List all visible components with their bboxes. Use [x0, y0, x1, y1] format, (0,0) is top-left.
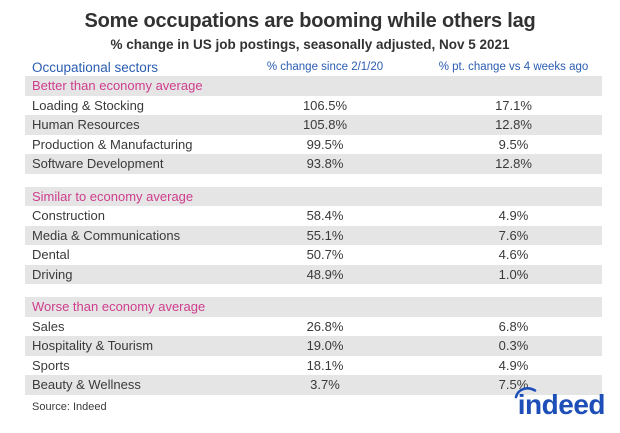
pt-change-cell: 4.6%: [498, 247, 529, 263]
occupations-table: Occupational sectors % change since 2/1/…: [25, 58, 602, 395]
table-row: Production & Manufacturing 99.5% 9.5%: [25, 135, 602, 155]
table-row: Driving 48.9% 1.0%: [25, 264, 602, 284]
section-gap: [25, 284, 602, 297]
table-row: Hospitality & Tourism 19.0% 0.3%: [25, 336, 602, 356]
table-row: Sports 18.1% 4.9%: [25, 356, 602, 376]
indeed-logo: indeed: [514, 387, 606, 420]
change-since-cell: 48.9%: [306, 266, 344, 282]
page-title: Some occupations are booming while other…: [84, 10, 536, 32]
change-since-cell: 106.5%: [302, 97, 348, 113]
table-row: Dental 50.7% 4.6%: [25, 245, 602, 265]
table-row: Sales 26.8% 6.8%: [25, 317, 602, 337]
sector-cell: Sports: [32, 357, 70, 373]
indeed-arc-icon: [514, 387, 537, 399]
sector-cell: Media & Communications: [32, 227, 181, 243]
section-header: Better than economy average: [25, 76, 602, 96]
sector-cell: Dental: [32, 247, 70, 263]
change-since-cell: 105.8%: [302, 117, 348, 133]
column-header-sectors: Occupational sectors: [32, 59, 159, 75]
section-header-label: Better than economy average: [32, 78, 203, 94]
table-row: Software Development 93.8% 12.8%: [25, 154, 602, 174]
pt-change-cell: 1.0%: [498, 266, 529, 282]
pt-change-cell: 7.5%: [498, 377, 529, 393]
section-header: Similar to economy average: [25, 186, 602, 206]
section-header: Worse than economy average: [25, 297, 602, 317]
sector-cell: Human Resources: [32, 117, 140, 133]
change-since-cell: 58.4%: [306, 208, 344, 224]
change-since-cell: 50.7%: [306, 247, 344, 263]
source-note: Source: Indeed: [32, 401, 107, 413]
pt-change-cell: 12.8%: [495, 117, 532, 133]
pt-change-cell: 6.8%: [498, 318, 529, 334]
table-row: Construction 58.4% 4.9%: [25, 206, 602, 226]
sector-cell: Software Development: [32, 156, 164, 172]
section-gap: [25, 173, 602, 187]
page-subtitle: % change in US job postings, seasonally …: [110, 37, 510, 52]
table-row: Beauty & Wellness 3.7% 7.5%: [25, 375, 602, 395]
table-body: Better than economy average Loading & Sto…: [25, 76, 602, 395]
sector-cell: Loading & Stocking: [32, 97, 145, 113]
section-header-label: Worse than economy average: [32, 299, 206, 315]
column-header-row: Occupational sectors % change since 2/1/…: [25, 58, 602, 76]
indeed-logo-text: indeed: [517, 389, 606, 420]
pt-change-cell: 17.1%: [495, 97, 532, 113]
sector-cell: Driving: [32, 266, 73, 282]
change-since-cell: 55.1%: [306, 227, 344, 243]
section-header-label: Similar to economy average: [32, 188, 194, 204]
change-since-cell: 19.0%: [306, 338, 344, 354]
change-since-cell: 18.1%: [306, 357, 344, 373]
change-since-cell: 26.8%: [306, 318, 344, 334]
sector-cell: Construction: [32, 208, 105, 224]
change-since-cell: 3.7%: [310, 377, 340, 393]
change-since-cell: 99.5%: [306, 136, 344, 152]
pt-change-cell: 12.8%: [495, 156, 532, 172]
sector-cell: Beauty & Wellness: [32, 377, 141, 393]
pt-change-cell: 0.3%: [498, 338, 529, 354]
pt-change-cell: 7.6%: [498, 227, 529, 243]
pt-change-cell: 4.9%: [498, 208, 529, 224]
pt-change-cell: 4.9%: [498, 357, 529, 373]
table-row: Loading & Stocking 106.5% 17.1%: [25, 96, 602, 116]
column-header-pt-change: % pt. change vs 4 weeks ago: [438, 61, 589, 73]
sector-cell: Production & Manufacturing: [32, 136, 193, 152]
change-since-cell: 93.8%: [306, 156, 344, 172]
sector-cell: Sales: [32, 318, 65, 334]
pt-change-cell: 9.5%: [498, 136, 529, 152]
table-row: Human Resources 105.8% 12.8%: [25, 115, 602, 135]
sector-cell: Hospitality & Tourism: [32, 338, 154, 354]
column-header-change-since: % change since 2/1/20: [266, 61, 384, 73]
table-row: Media & Communications 55.1% 7.6%: [25, 225, 602, 245]
